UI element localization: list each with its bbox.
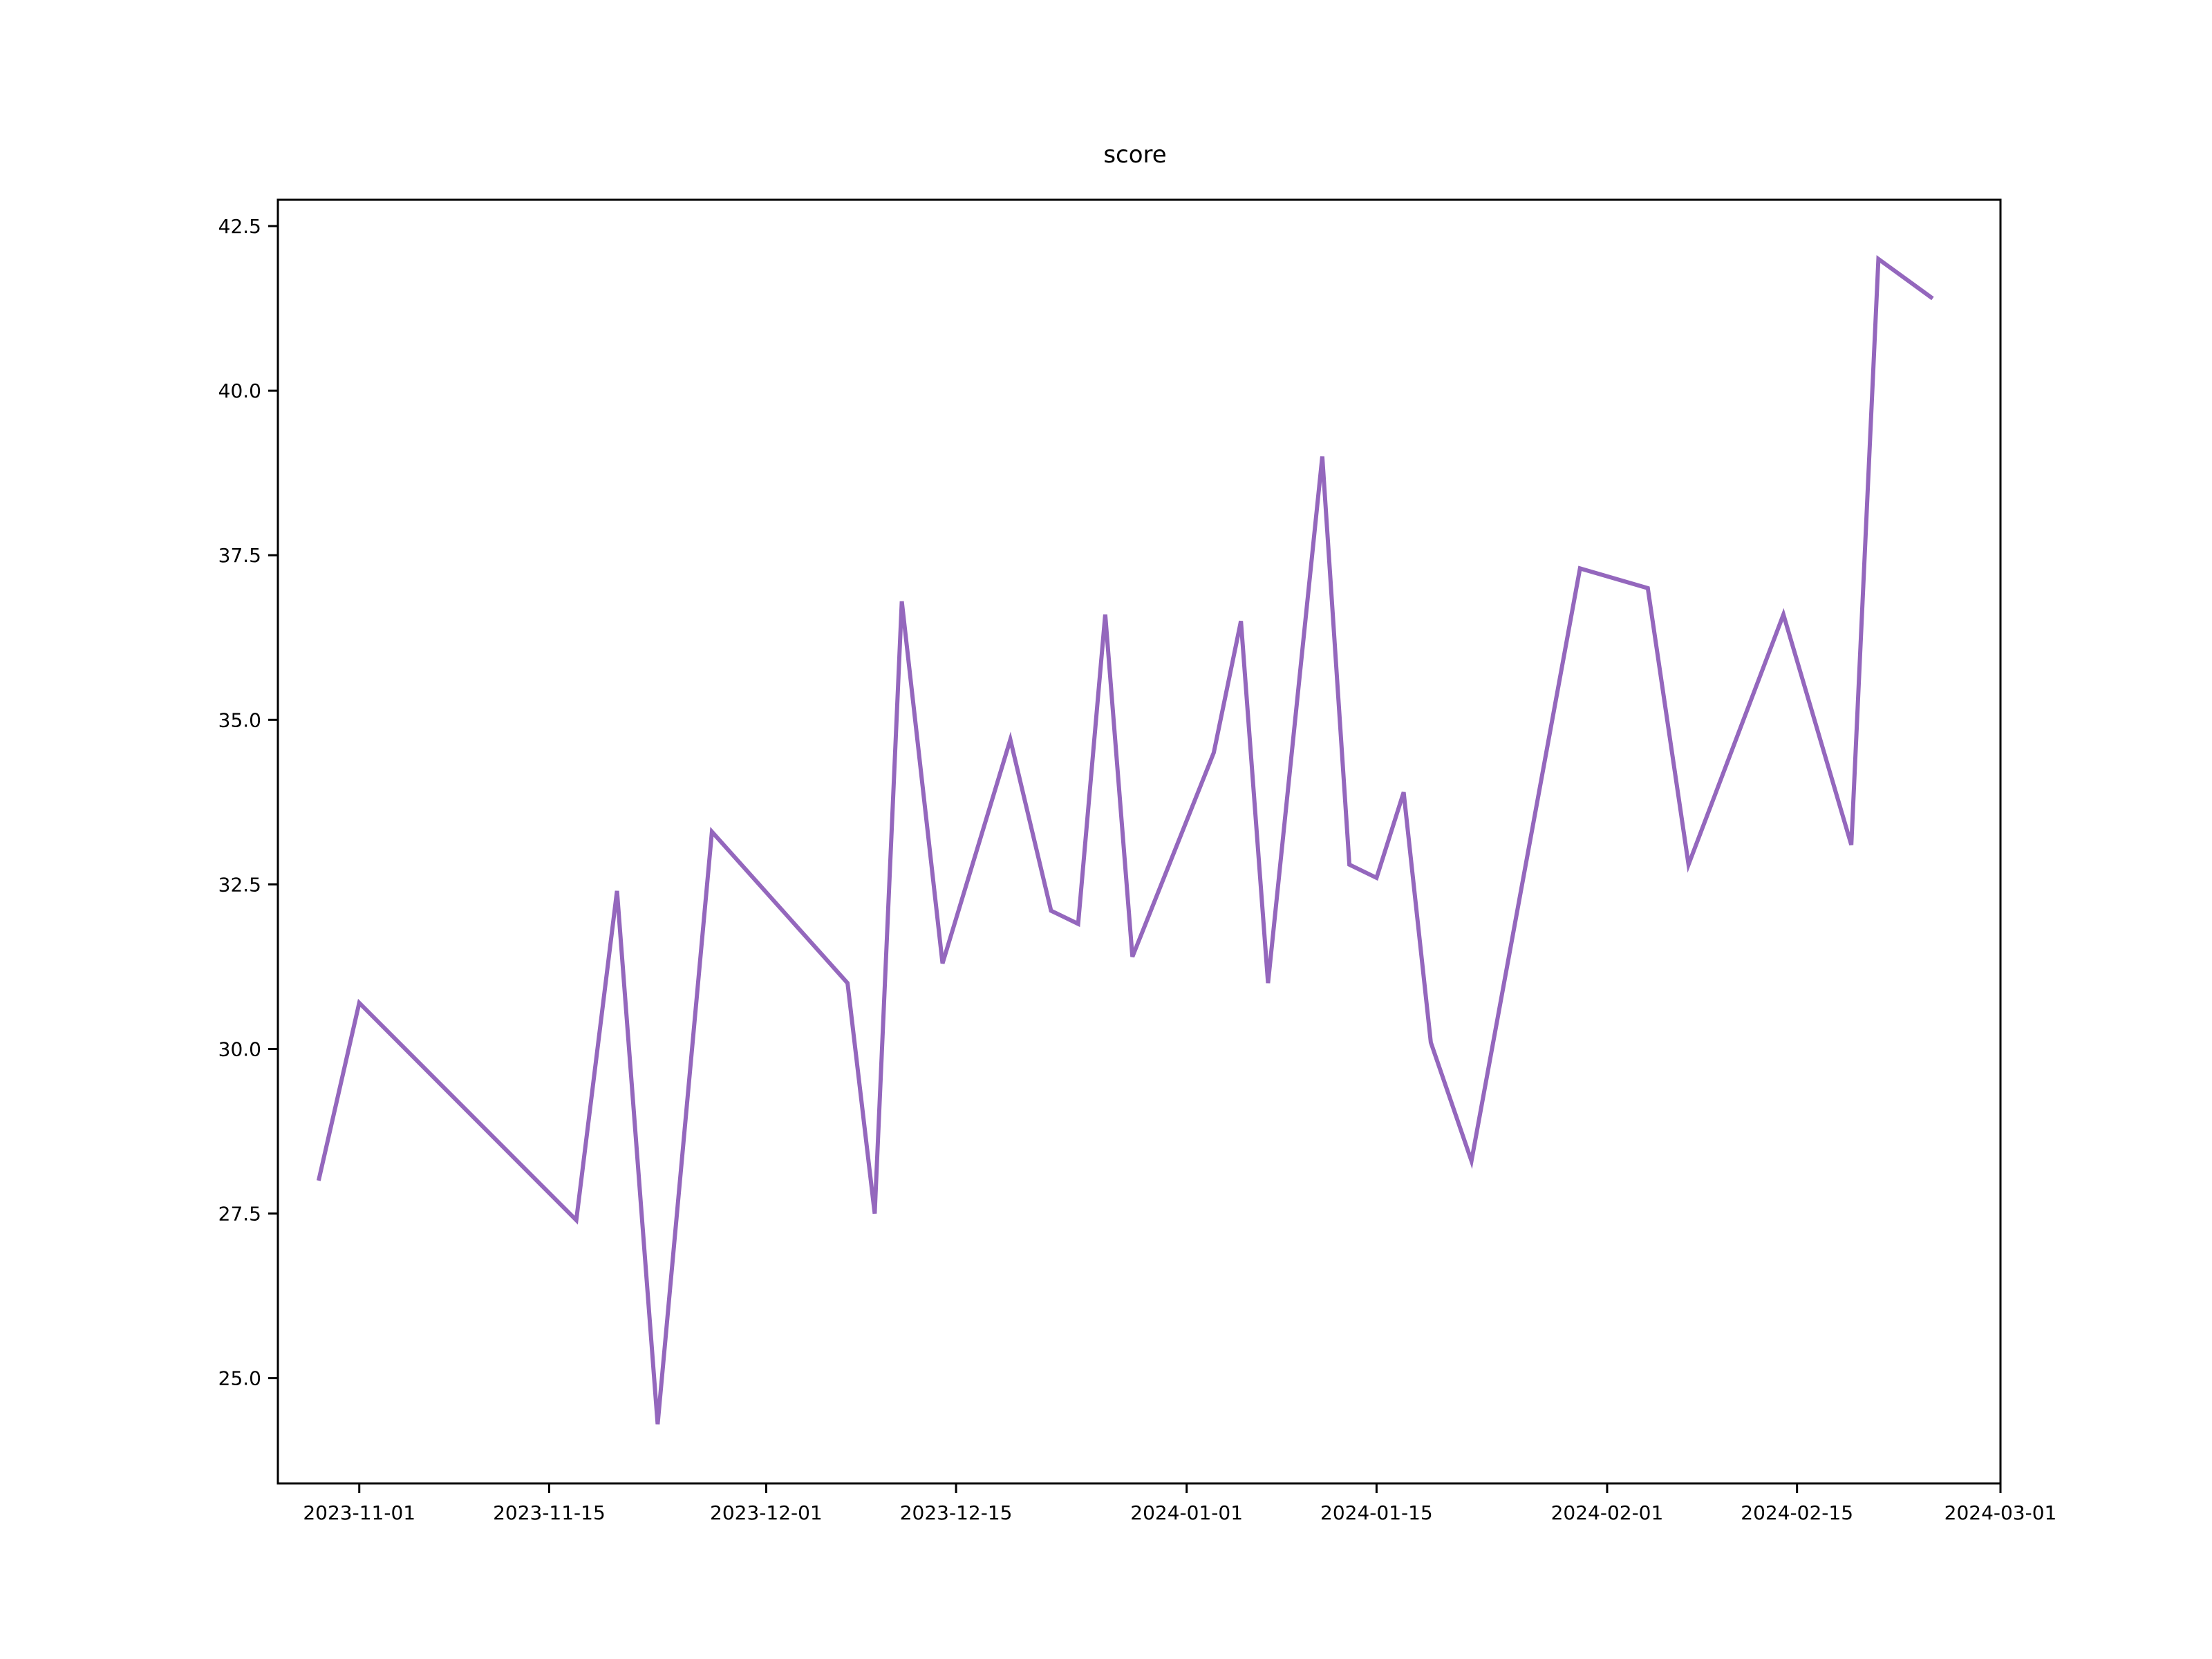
x-tick-label: 2023-12-15 [900,1501,1013,1524]
y-tick-label: 42.5 [218,215,261,238]
x-axis: 2023-11-01 2023-11-15 2023-12-01 2023-12-15… [303,1483,2056,1524]
y-tick-label: 37.5 [218,544,261,567]
y-tick-label: 32.5 [218,873,261,896]
chart-title: score [1103,141,1166,169]
series-line-score [316,254,1934,1425]
y-tick-label: 25.0 [218,1367,261,1390]
x-tick-label: 2024-01-15 [1320,1501,1433,1524]
y-tick-label: 27.5 [218,1203,261,1226]
plot-frame [276,198,2002,1485]
x-tick-label: 2024-03-01 [1944,1501,2057,1524]
x-tick-label: 2023-11-15 [493,1501,606,1524]
y-tick-label: 40.0 [218,379,261,402]
x-tick-label: 2024-02-15 [1741,1501,1853,1524]
x-tick-label: 2024-01-01 [1130,1501,1243,1524]
y-axis: 25.0 27.5 30.0 32.5 35.0 37.5 40.0 42.5 [218,215,278,1390]
x-tick-label: 2023-12-01 [710,1501,823,1524]
y-tick-label: 30.0 [218,1038,261,1060]
x-tick-label: 2024-02-01 [1551,1501,1664,1524]
y-tick-label: 35.0 [218,709,261,731]
x-tick-label: 2023-11-01 [303,1501,415,1524]
